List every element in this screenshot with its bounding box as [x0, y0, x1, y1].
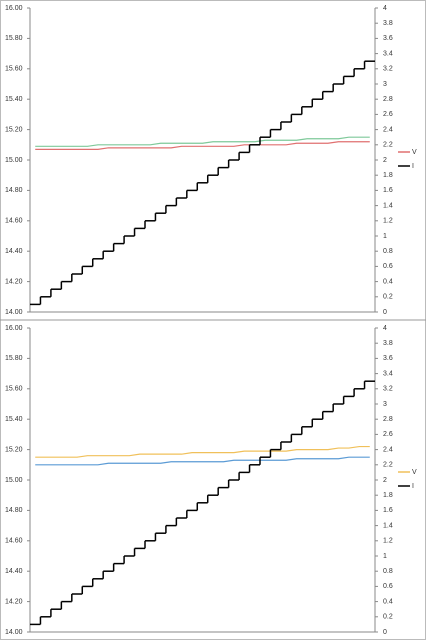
- y2-tick-label: 2.4: [383, 126, 393, 133]
- y2-tick-label: 3.8: [383, 340, 393, 347]
- y-tick-label: 14.60: [5, 538, 23, 545]
- series-line: [35, 456, 370, 466]
- y-tick-label: 15.80: [5, 355, 23, 362]
- series-line: [35, 445, 370, 458]
- y2-tick-label: 0.6: [383, 263, 393, 270]
- y2-tick-label: 1.8: [383, 492, 393, 499]
- y2-tick-label: 2.6: [383, 431, 393, 438]
- y2-tick-label: 2.8: [383, 416, 393, 423]
- y2-tick-label: 3.2: [383, 66, 393, 73]
- y2-tick-label: 3: [383, 81, 387, 88]
- y-tick-label: 15.20: [5, 126, 23, 133]
- y-tick-label: 15.60: [5, 386, 23, 393]
- y2-tick-label: 1: [383, 553, 387, 560]
- y2-tick-label: 0.8: [383, 248, 393, 255]
- y2-tick-label: 0.2: [383, 294, 393, 301]
- y2-tick-label: 2.6: [383, 111, 393, 118]
- y2-tick-label: 2.4: [383, 446, 393, 453]
- y-tick-label: 15.40: [5, 96, 23, 103]
- y2-tick-label: 2: [383, 157, 387, 164]
- y-tick-label: 14.40: [5, 248, 23, 255]
- y-tick-label: 16.00: [5, 5, 23, 12]
- y2-tick-label: 3.2: [383, 386, 393, 393]
- y2-tick-label: 0: [383, 629, 387, 636]
- y-tick-label: 14.00: [5, 309, 23, 316]
- y2-tick-label: 3.4: [383, 50, 393, 57]
- y-tick-label: 15.20: [5, 446, 23, 453]
- y2-tick-label: 3.8: [383, 20, 393, 27]
- y2-tick-label: 0.4: [383, 598, 393, 605]
- y-tick-label: 14.00: [5, 629, 23, 636]
- y2-tick-label: 1.6: [383, 187, 393, 194]
- y2-tick-label: 3.6: [383, 355, 393, 362]
- y2-tick-label: 1.4: [383, 202, 393, 209]
- y-tick-label: 14.20: [5, 598, 23, 605]
- y2-tick-label: 1.4: [383, 522, 393, 529]
- series-line: [35, 136, 370, 147]
- y-tick-label: 15.00: [5, 157, 23, 164]
- y2-tick-label: 3: [383, 401, 387, 408]
- y-tick-label: 15.00: [5, 477, 23, 484]
- y2-tick-label: 1.2: [383, 218, 393, 225]
- y2-tick-label: 2.2: [383, 462, 393, 469]
- legend-label: I: [412, 163, 414, 170]
- y2-tick-label: 0.6: [383, 583, 393, 590]
- y2-tick-label: 4: [383, 325, 387, 332]
- y2-tick-label: 1: [383, 233, 387, 240]
- y2-tick-label: 1.6: [383, 507, 393, 514]
- y-tick-label: 15.40: [5, 416, 23, 423]
- y2-tick-label: 3.6: [383, 35, 393, 42]
- y-tick-label: 14.80: [5, 187, 23, 194]
- y2-tick-label: 4: [383, 5, 387, 12]
- y-tick-label: 14.60: [5, 218, 23, 225]
- legend-label: V: [412, 149, 417, 156]
- y2-tick-label: 0.2: [383, 614, 393, 621]
- y2-tick-label: 2: [383, 477, 387, 484]
- y-tick-label: 16.00: [5, 325, 23, 332]
- y2-tick-label: 2.2: [383, 142, 393, 149]
- y-tick-label: 14.40: [5, 568, 23, 575]
- y2-tick-label: 0.4: [383, 278, 393, 285]
- y2-tick-label: 0: [383, 309, 387, 316]
- y-tick-label: 15.80: [5, 35, 23, 42]
- y2-tick-label: 1.8: [383, 172, 393, 179]
- legend-label: I: [412, 483, 414, 490]
- legend-label: V: [412, 469, 417, 476]
- y-tick-label: 14.80: [5, 507, 23, 514]
- y2-tick-label: 3.4: [383, 370, 393, 377]
- y2-tick-label: 2.8: [383, 96, 393, 103]
- y2-tick-label: 0.8: [383, 568, 393, 575]
- y2-tick-label: 1.2: [383, 538, 393, 545]
- y-tick-label: 14.20: [5, 278, 23, 285]
- y-tick-label: 15.60: [5, 66, 23, 73]
- series-line: [35, 141, 370, 150]
